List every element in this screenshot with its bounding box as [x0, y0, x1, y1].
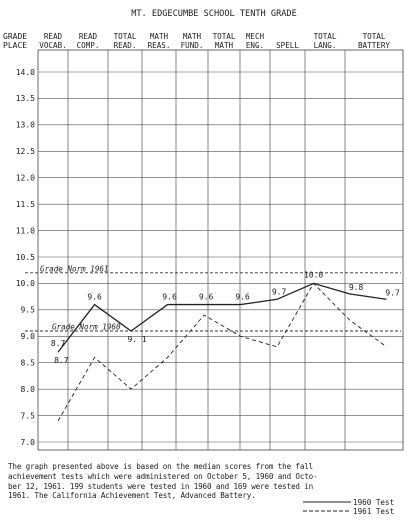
grid [37, 49, 404, 451]
x-category-label: MATH [215, 41, 234, 50]
legend-label: 1960 Test [353, 498, 394, 507]
x-category-label: SPELL [276, 41, 299, 50]
x-category-label: LANG. [314, 41, 337, 50]
x-category-label: TOTAL [114, 32, 137, 41]
y-tick-label: 8.5 [21, 359, 36, 368]
chart-note: The graph presented above is based on th… [8, 462, 404, 501]
y-tick-label: 14.0 [16, 68, 35, 77]
data-label: 9.6 [162, 293, 177, 302]
y-tick-label: 10.0 [16, 279, 35, 288]
x-category-label: TOTAL [213, 32, 236, 41]
y-tick-label: 11.0 [16, 226, 35, 235]
y-tick-label: 13.5 [16, 94, 35, 103]
legend-label: 1961 Test [353, 507, 394, 516]
y-tick-label: 8.0 [21, 385, 36, 394]
y-tick-label: 7.5 [21, 411, 36, 420]
data-label: 8.7 [54, 356, 69, 365]
y-axis-label-line: PLACE [3, 41, 27, 50]
y-tick-label: 11.5 [16, 200, 35, 209]
reference-lines: Grade Norm 1961 Grade Norm 1960 [25, 264, 401, 332]
x-category-label: READ [44, 32, 63, 41]
data-label: 9.6 [87, 293, 102, 302]
x-category-label: FUND. [181, 41, 204, 50]
data-label: 9.8 [349, 283, 364, 292]
x-category-label: MATH [150, 32, 169, 41]
y-tick-label: 10.5 [16, 253, 35, 262]
x-category-label: ENG. [246, 41, 264, 50]
x-category-label: REAS. [148, 41, 171, 50]
x-category-label: MATH [183, 32, 202, 41]
data-labels: 8.7 9.6 9. 1 9.6 9.6 9.6 9.7 10.0 9.8 9.7 8.7 [51, 270, 400, 365]
plot-frame [37, 49, 404, 451]
y-tick-label: 7.0 [21, 438, 36, 447]
reference-line-label: Grade Norm 1960 [52, 323, 121, 332]
y-axis-ticks: 14.0 13.5 13.0 12.5 12.0 11.5 11.0 10.5 10.0 9.5 9… [16, 68, 35, 447]
y-tick-label: 13.0 [16, 121, 35, 130]
data-label: 9.6 [235, 293, 250, 302]
y-axis-label-line: GRADE [3, 32, 27, 41]
note-line: ber 12, 1961. 199 students were tested i… [8, 481, 314, 491]
chart-title: MT. EDGECUMBE SCHOOL TENTH GRADE [131, 9, 297, 19]
y-tick-label: 12.5 [16, 147, 35, 156]
y-tick-label: 12.0 [16, 174, 35, 183]
note-line: achievement tests which were administere… [8, 471, 318, 481]
series-line-1961 [57, 282, 387, 422]
x-category-label: TOTAL [363, 32, 386, 41]
x-category-label: READ [79, 32, 98, 41]
data-label: 9. 1 [127, 335, 146, 344]
x-category-label: MECH [246, 32, 265, 41]
data-label: 8.7 [51, 339, 66, 348]
x-category-label: COMP. [77, 41, 100, 50]
note-line: 1961. The California Achievement Test, A… [8, 491, 256, 501]
x-category-label: READ. [114, 41, 137, 50]
series-lines [57, 282, 387, 422]
reference-line-label: Grade Norm 1961 [40, 264, 109, 273]
data-label: 10.0 [304, 270, 323, 279]
x-category-label: TOTAL [314, 32, 337, 41]
data-label: 9.7 [385, 288, 400, 297]
y-tick-label: 9.5 [21, 306, 36, 315]
x-category-label: VOCAB. [39, 41, 66, 50]
x-axis-categories: READVOCAB.READCOMP.TOTALREAD.MATHREAS.MA… [39, 32, 390, 50]
series-line-1960 [57, 282, 387, 353]
data-label: 9.6 [199, 293, 214, 302]
y-tick-label: 9.0 [21, 332, 36, 341]
note-line: The graph presented above is based on th… [8, 462, 314, 471]
data-label: 9.7 [272, 287, 287, 296]
x-category-label: BATTERY [358, 41, 390, 50]
